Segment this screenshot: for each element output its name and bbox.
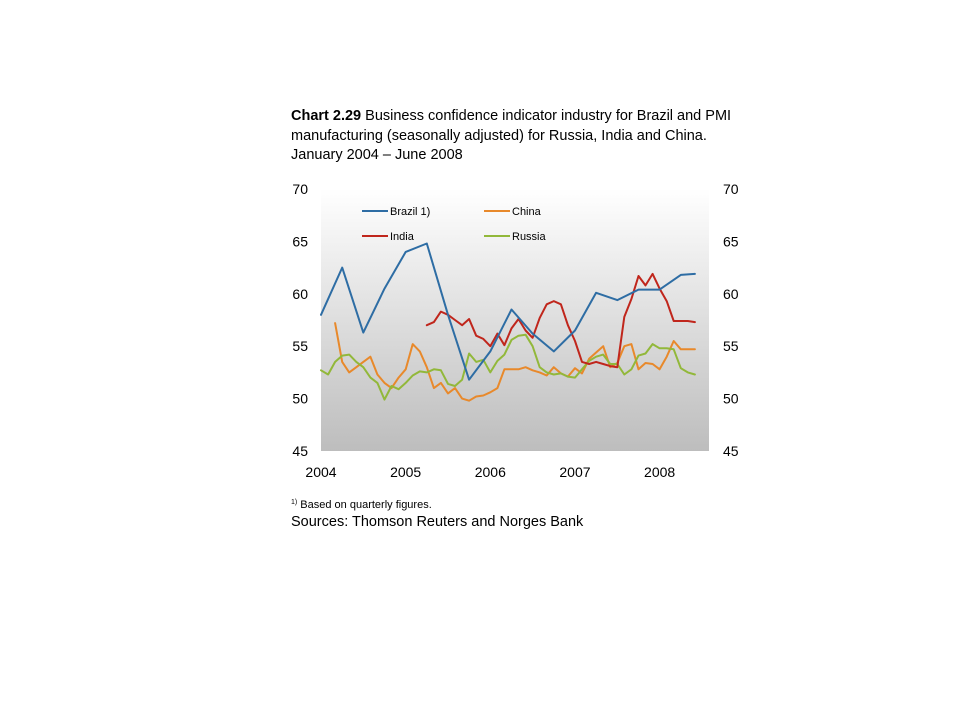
y-tick-label-left: 50 xyxy=(292,391,308,407)
x-tick-label: 2004 xyxy=(305,464,336,480)
sources-note: Sources: Thomson Reuters and Norges Bank xyxy=(291,514,584,530)
legend-label-brazil: Brazil 1) xyxy=(390,206,430,218)
series-line-india xyxy=(425,272,696,369)
x-tick-label: 2005 xyxy=(390,464,421,480)
legend-label-china: China xyxy=(512,206,542,218)
footnote: 1) Based on quarterly figures. xyxy=(291,496,432,512)
footnote-marker: 1) xyxy=(291,499,298,506)
y-tick-label-right: 55 xyxy=(723,338,739,354)
y-tick-label-right: 65 xyxy=(723,233,739,249)
chart-number: Chart 2.29 xyxy=(291,108,362,124)
series-line-brazil xyxy=(320,242,696,381)
series-line-russia xyxy=(320,333,696,401)
y-tick-label-left: 70 xyxy=(292,181,308,197)
series-line-china xyxy=(334,322,696,402)
legend-label-russia: Russia xyxy=(512,231,547,243)
y-tick-label-right: 50 xyxy=(723,391,739,407)
chart-legend: Brazil 1) China India Russia xyxy=(362,206,547,243)
plot-area xyxy=(321,189,709,451)
chart-title: Chart 2.29 Business confidence indicator… xyxy=(291,107,761,166)
legend-label-india: India xyxy=(390,231,415,243)
x-tick-label: 2006 xyxy=(475,464,506,480)
y-tick-label-right: 60 xyxy=(723,286,739,302)
y-tick-label-right: 45 xyxy=(723,443,739,459)
y-tick-label-left: 45 xyxy=(292,443,308,459)
x-tick-label: 2007 xyxy=(559,464,590,480)
y-tick-label-left: 60 xyxy=(292,286,308,302)
x-tick-label: 2008 xyxy=(644,464,675,480)
y-tick-label-left: 65 xyxy=(292,233,308,249)
chart-title-text: Business confidence indicator industry f… xyxy=(291,108,732,163)
y-tick-label-left: 55 xyxy=(292,338,308,354)
footnote-text: Based on quarterly figures. xyxy=(300,499,432,511)
y-tick-label-right: 70 xyxy=(723,181,739,197)
